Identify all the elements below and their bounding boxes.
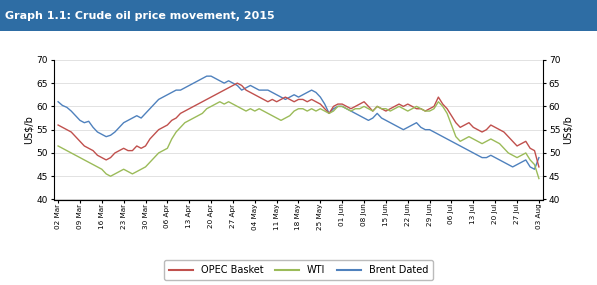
WTI: [177, 126, 184, 129]
OPEC Basket: [234, 82, 241, 85]
Y-axis label: US$/b: US$/b: [24, 115, 34, 144]
WTI: [216, 100, 223, 103]
WTI: [338, 105, 346, 108]
Brent Dated: [177, 88, 184, 92]
Legend: OPEC Basket, WTI, Brent Dated: OPEC Basket, WTI, Brent Dated: [164, 260, 433, 280]
Brent Dated: [536, 156, 543, 159]
WTI: [522, 151, 530, 155]
OPEC Basket: [522, 140, 530, 143]
WTI: [282, 116, 289, 120]
WTI: [536, 177, 543, 180]
Text: Graph 1.1: Crude oil price movement, 2015: Graph 1.1: Crude oil price movement, 201…: [5, 11, 275, 21]
Brent Dated: [238, 88, 245, 92]
Brent Dated: [203, 74, 210, 78]
Brent Dated: [531, 168, 538, 171]
OPEC Basket: [164, 123, 171, 127]
Brent Dated: [54, 100, 61, 103]
Line: OPEC Basket: OPEC Basket: [58, 83, 539, 167]
OPEC Basket: [238, 84, 245, 87]
OPEC Basket: [536, 165, 543, 169]
Brent Dated: [338, 105, 346, 108]
Brent Dated: [282, 98, 289, 101]
WTI: [238, 107, 245, 110]
Line: Brent Dated: Brent Dated: [58, 76, 539, 169]
Line: WTI: WTI: [58, 102, 539, 178]
Brent Dated: [164, 93, 171, 96]
OPEC Basket: [338, 102, 346, 106]
WTI: [54, 144, 61, 148]
OPEC Basket: [177, 112, 184, 115]
OPEC Basket: [54, 123, 61, 127]
Brent Dated: [522, 158, 530, 162]
Y-axis label: US$/b: US$/b: [563, 115, 573, 144]
WTI: [164, 146, 171, 150]
OPEC Basket: [282, 95, 289, 99]
